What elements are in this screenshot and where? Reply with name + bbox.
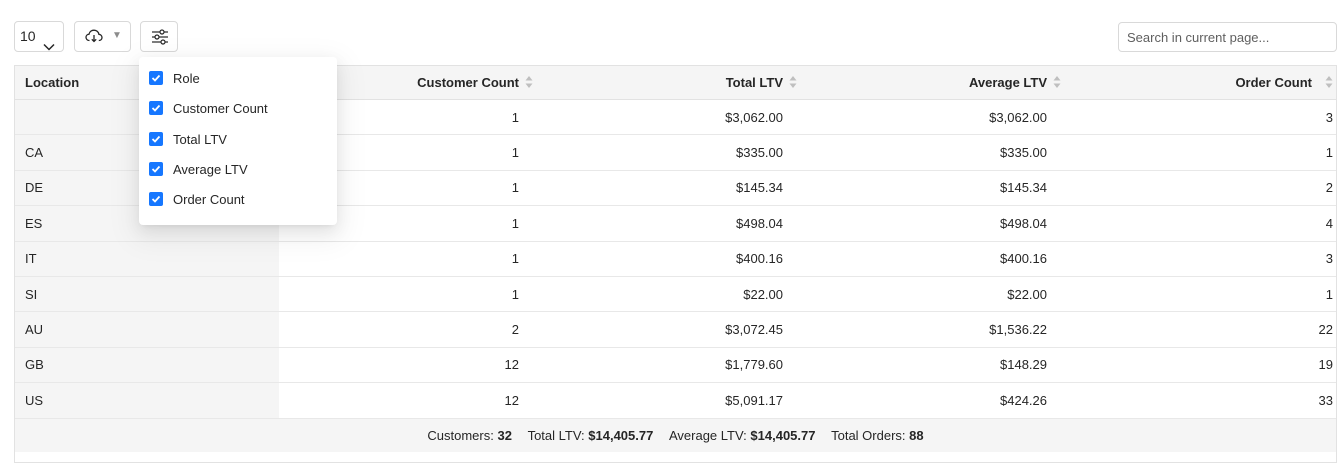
table-row: SI 1 $22.00 $22.00 1 [15,276,1336,313]
check-icon [151,135,161,143]
cloud-download-icon [85,29,103,48]
column-toggle-label: Total LTV [173,131,227,147]
cell-order-count: 33 [1071,382,1336,419]
cell-order-count: 19 [1071,347,1336,384]
checkbox[interactable] [149,71,163,85]
cell-average-ltv: $424.26 [807,382,1071,419]
column-toggle-total-ltv[interactable]: Total LTV [149,129,227,149]
cell-customer-count: 2 [279,311,543,348]
checkbox[interactable] [149,132,163,146]
summary-customers: Customers: 32 [427,427,512,443]
column-toggle-average-ltv[interactable]: Average LTV [149,159,248,179]
cell-total-ltv: $1,779.60 [543,347,807,384]
cell-total-ltv: $400.16 [543,241,807,277]
column-settings-button[interactable] [140,21,178,52]
column-header-label: Customer Count [417,75,519,90]
column-settings-dropdown: Role Customer Count Total LTV Average LT… [139,57,337,225]
column-toggle-customer-count[interactable]: Customer Count [149,98,268,118]
column-toggle-role[interactable]: Role [149,68,200,88]
table-row: AU 2 $3,072.45 $1,536.22 22 [15,311,1336,348]
cell-average-ltv: $3,062.00 [807,99,1071,136]
cell-location: SI [15,276,279,313]
sort-icon[interactable] [789,75,797,89]
table-row: GB 12 $1,779.60 $148.29 19 [15,347,1336,384]
cell-average-ltv: $498.04 [807,205,1071,242]
cell-total-ltv: $22.00 [543,276,807,313]
check-icon [151,74,161,82]
cell-total-ltv: $335.00 [543,134,807,171]
export-button[interactable]: ▼ [74,21,131,52]
sort-icon[interactable] [1053,75,1061,89]
page-size-value: 10 [20,28,36,44]
summary-cell: Customers: 32 Total LTV: $14,405.77 Aver… [15,418,1336,453]
column-header-average-ltv[interactable]: Average LTV [807,66,1071,100]
cell-location: GB [15,347,279,384]
column-toggle-label: Order Count [173,191,245,207]
cell-total-ltv: $498.04 [543,205,807,242]
cell-average-ltv: $22.00 [807,276,1071,313]
table-toolbar: 10 ▼ [14,21,1337,53]
column-header-order-count[interactable]: Order Count [1071,66,1336,100]
check-icon [151,195,161,203]
cell-average-ltv: $335.00 [807,134,1071,171]
summary-total-ltv: Total LTV: $14,405.77 [527,427,654,443]
cell-average-ltv: $1,536.22 [807,311,1071,348]
column-header-label: Order Count [1235,75,1312,90]
sort-icon[interactable] [525,75,533,89]
cell-total-ltv: $5,091.17 [543,382,807,419]
column-toggle-label: Average LTV [173,161,248,177]
summary-average-ltv: Average LTV: $14,405.77 [668,427,816,443]
checkbox[interactable] [149,101,163,115]
cell-customer-count: 12 [279,347,543,384]
column-header-label: Total LTV [725,75,783,90]
cell-average-ltv: $145.34 [807,170,1071,207]
column-toggle-label: Role [173,70,200,86]
search-input[interactable] [1118,22,1337,52]
sort-icon[interactable] [1325,75,1333,89]
chevron-down-icon [43,32,55,61]
cell-average-ltv: $400.16 [807,241,1071,277]
column-header-label: Average LTV [968,75,1047,90]
check-icon [151,104,161,112]
check-icon [151,165,161,173]
caret-down-icon: ▼ [112,30,122,41]
cell-customer-count: 1 [279,241,543,277]
checkbox[interactable] [149,162,163,176]
table-row: US 12 $5,091.17 $424.26 33 [15,382,1336,419]
cell-location: US [15,382,279,419]
summary-total-orders: Total Orders: 88 [831,427,924,443]
cell-order-count: 3 [1071,241,1336,277]
cell-customer-count: 1 [279,276,543,313]
page-size-select[interactable]: 10 [14,21,64,52]
cell-location: IT [15,241,279,277]
column-header-total-ltv[interactable]: Total LTV [543,66,807,100]
table-row: IT 1 $400.16 $400.16 3 [15,241,1336,277]
summary-row: Customers: 32 Total LTV: $14,405.77 Aver… [15,418,1336,453]
column-toggle-order-count[interactable]: Order Count [149,189,245,209]
sliders-icon [152,29,168,45]
cell-order-count: 2 [1071,170,1336,207]
cell-order-count: 4 [1071,205,1336,242]
cell-total-ltv: $145.34 [543,170,807,207]
checkbox[interactable] [149,192,163,206]
cell-order-count: 1 [1071,134,1336,171]
cell-total-ltv: $3,072.45 [543,311,807,348]
cell-order-count: 22 [1071,311,1336,348]
column-toggle-label: Customer Count [173,100,268,116]
cell-total-ltv: $3,062.00 [543,99,807,136]
cell-order-count: 3 [1071,99,1336,136]
cell-location: AU [15,311,279,348]
cell-customer-count: 12 [279,382,543,419]
cell-average-ltv: $148.29 [807,347,1071,384]
cell-order-count: 1 [1071,276,1336,313]
